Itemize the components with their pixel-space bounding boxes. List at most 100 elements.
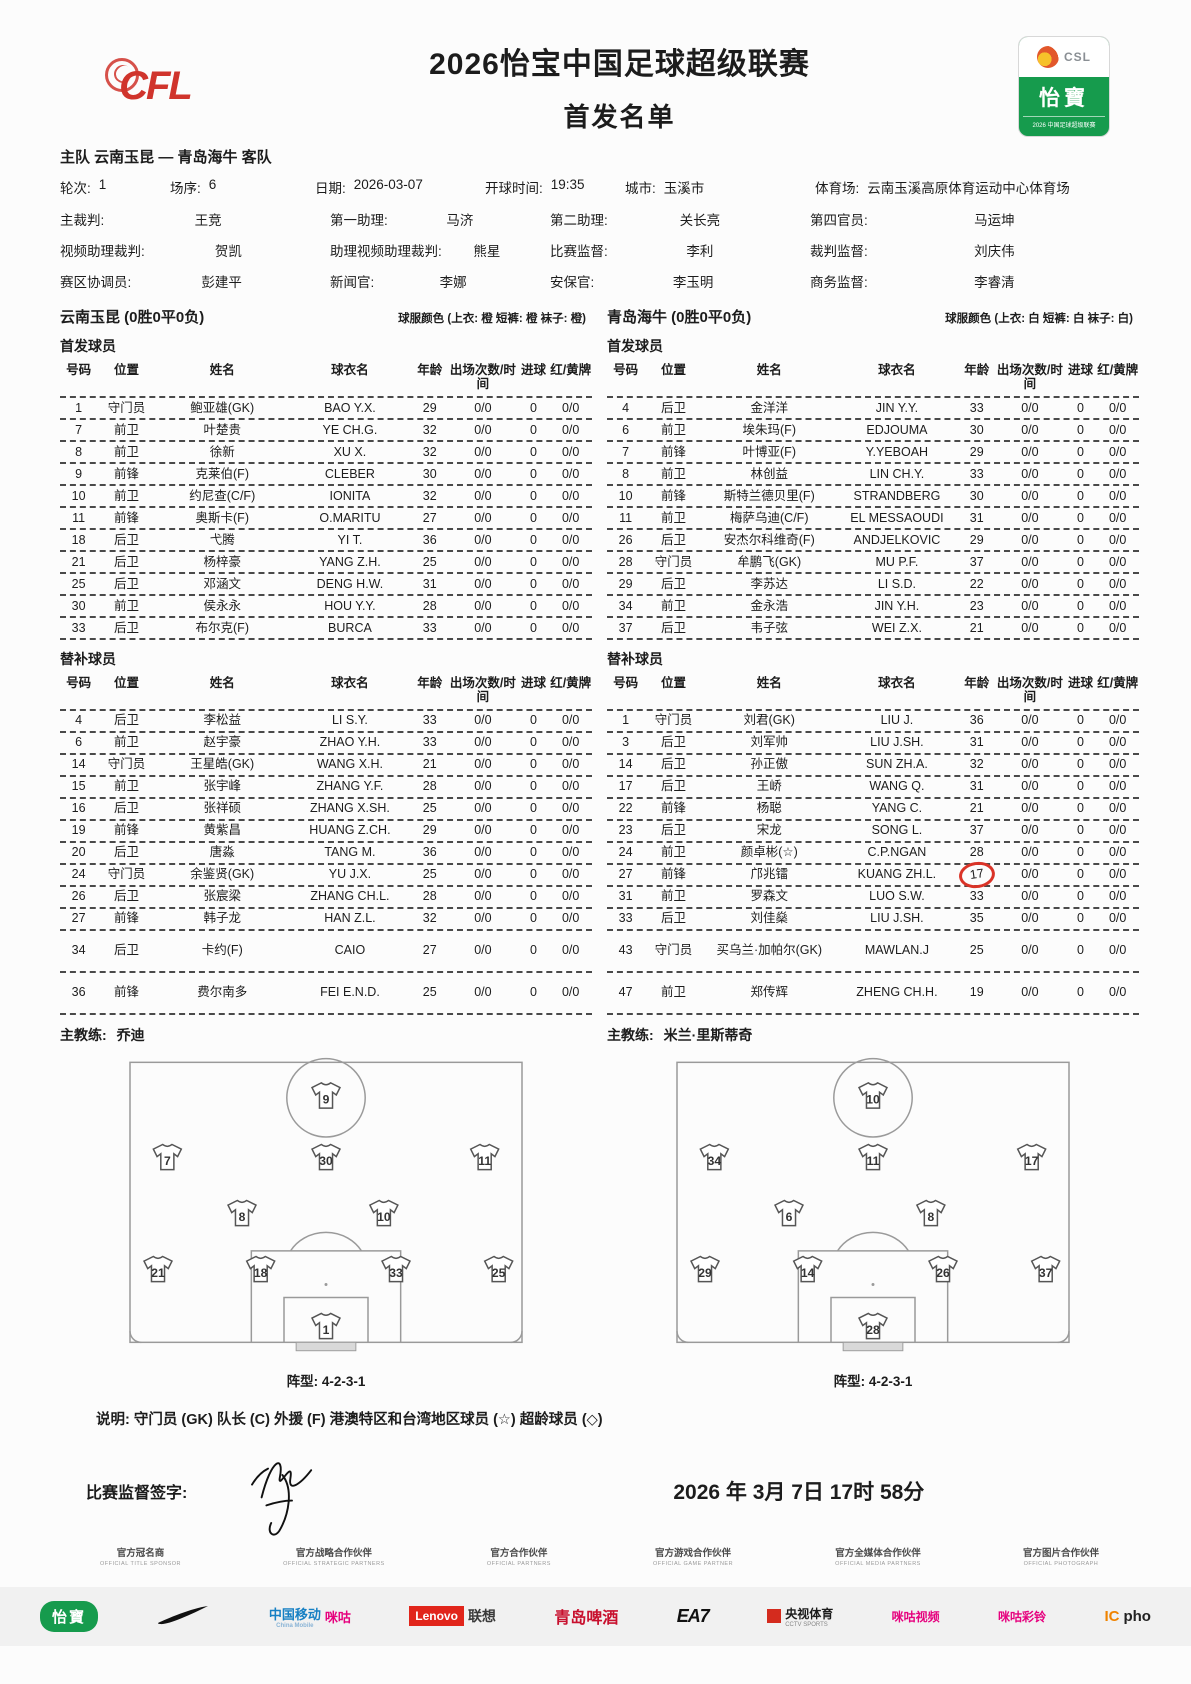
- cell-name: 颜卓彬(☆): [740, 845, 798, 860]
- cell-age: 28: [422, 598, 437, 613]
- info-pair: 安保官: 李玉明: [550, 271, 810, 291]
- info-value: 马济: [446, 213, 474, 228]
- cell-cards: 0/0: [1108, 867, 1127, 882]
- away-formation-label: 阵型: 4-2-3-1: [833, 1373, 913, 1389]
- cell-age: 32: [422, 444, 437, 459]
- svg-text:17: 17: [1025, 1154, 1039, 1168]
- cell-jersey: KUANG ZH.L.: [857, 867, 937, 882]
- cell-apps: 0/0: [474, 911, 492, 926]
- column-header: 红/黄牌: [1097, 363, 1139, 377]
- player-shirt-30: 30: [310, 1143, 342, 1170]
- cell-apps: 0/0: [1021, 911, 1039, 926]
- home-starters-label: 首发球员: [60, 338, 116, 354]
- cell-num: 8: [75, 444, 83, 459]
- cell-age: 32: [422, 422, 437, 437]
- info-value: 李娜: [439, 275, 467, 290]
- player-row: 31 前卫 罗森文 LUO S.W. 33 0/0 0 0/0: [607, 887, 1139, 909]
- cell-age: 25: [422, 554, 437, 569]
- cell-apps: 0/0: [474, 422, 492, 437]
- cell-goals: 0: [1076, 757, 1084, 772]
- player-row: 8 前卫 徐新 XU X. 32 0/0 0 0/0: [60, 442, 592, 464]
- player-row: 23 后卫 宋龙 SONG L. 37 0/0 0 0/0: [607, 821, 1139, 843]
- away-starters-table: 号码 位置 姓名 球衣名 年龄 出场次数/时间 进球 红/黄牌 4 后卫 金洋洋 JIN Y.Y. 3…: [607, 361, 1139, 640]
- cell-pos: 前锋: [113, 466, 139, 481]
- cell-age: 30: [969, 422, 984, 437]
- cell-name: 费尔南多: [197, 985, 248, 1000]
- info-label: 第二助理:: [550, 213, 608, 228]
- info-value: 19:35: [550, 177, 585, 192]
- cell-cards: 0/0: [1108, 554, 1127, 569]
- home-starters-table: 号码 位置 姓名 球衣名 年龄 出场次数/时间 进球 红/黄牌 1 守门员 鲍亚雄(GK) BAO …: [60, 361, 592, 640]
- cell-num: 1: [622, 713, 630, 728]
- cell-jersey: LIU J.SH.: [870, 735, 924, 750]
- cell-jersey: XU X.: [333, 444, 367, 459]
- away-subs-table: 号码 位置 姓名 球衣名 年龄 出场次数/时间 进球 红/黄牌 1 守门员 刘君(GK) LIU J…: [607, 674, 1139, 1015]
- cell-apps: 0/0: [474, 554, 492, 569]
- cell-age: 23: [969, 598, 984, 613]
- cell-age: 30: [969, 488, 984, 503]
- cell-goals: 0: [529, 823, 537, 838]
- info-label: 视频助理裁判:: [60, 244, 145, 259]
- info-value: 李利: [686, 244, 714, 259]
- cell-num: 36: [71, 985, 86, 1000]
- svg-text:26: 26: [936, 1266, 950, 1280]
- cell-cards: 0/0: [561, 466, 580, 481]
- info-value: 6: [208, 177, 217, 192]
- cell-apps: 0/0: [1021, 598, 1039, 613]
- cell-pos: 后卫: [660, 735, 686, 750]
- pho-text: pho: [1123, 1607, 1151, 1625]
- info-label: 裁判监督:: [810, 244, 868, 259]
- player-row: 21 后卫 杨梓豪 YANG Z.H. 25 0/0 0 0/0: [60, 552, 592, 574]
- player-row: 14 后卫 孙正傲 SUN ZH.A. 32 0/0 0 0/0: [607, 755, 1139, 777]
- cell-num: 11: [619, 510, 633, 525]
- info-label: 开球时间:: [485, 181, 543, 196]
- cell-age: 36: [422, 532, 437, 547]
- title-block: 2026怡宝中国足球超级联赛 首发名单: [250, 39, 989, 134]
- cell-cards: 0/0: [561, 943, 580, 958]
- supervisor-signature: [251, 1461, 313, 1535]
- player-row: 6 前卫 埃朱玛(F) EDJOUMA 30 0/0 0 0/0: [607, 420, 1139, 442]
- cell-cards: 0/0: [1108, 532, 1127, 547]
- info-value: 马运坤: [974, 213, 1015, 228]
- cell-num: 4: [622, 400, 630, 415]
- cell-apps: 0/0: [1021, 422, 1039, 437]
- cell-cards: 0/0: [561, 422, 580, 437]
- cell-goals: 0: [1076, 985, 1084, 1000]
- column-header: 年龄: [417, 363, 443, 377]
- player-row: 7 前卫 叶楚贵 YE CH.G. 32 0/0 0 0/0: [60, 420, 592, 442]
- cell-pos: 后卫: [660, 400, 686, 415]
- svg-text:6: 6: [786, 1210, 793, 1224]
- cell-name: 鲍亚雄(GK): [190, 400, 255, 415]
- info-label: 日期:: [315, 181, 346, 196]
- cell-pos: 前锋: [660, 488, 686, 503]
- cell-num: 1: [75, 400, 83, 415]
- cell-pos: 前卫: [113, 444, 139, 459]
- cell-goals: 0: [1076, 779, 1084, 794]
- cell-age: 36: [422, 845, 437, 860]
- cell-apps: 0/0: [474, 532, 492, 547]
- player-row: 16 后卫 张祥硕 ZHANG X.SH. 25 0/0 0 0/0: [60, 799, 592, 821]
- info-pair: 第四官员: 马运坤: [810, 209, 1139, 229]
- cell-name: 金洋洋: [750, 400, 788, 415]
- cell-num: 27: [618, 867, 633, 882]
- table-header: 号码 位置 姓名 球衣名 年龄 出场次数/时间 进球 红/黄牌: [60, 361, 592, 398]
- player-row: 36 前锋 费尔南多 FEI E.N.D. 25 0/0 0 0/0: [60, 973, 592, 1015]
- cell-jersey: LIN CH.Y.: [869, 466, 925, 481]
- ic-text: IC: [1104, 1607, 1120, 1625]
- cell-goals: 0: [529, 779, 537, 794]
- cell-pos: 守门员: [107, 867, 146, 882]
- cell-pos: 后卫: [660, 823, 686, 838]
- column-header: 位置: [660, 363, 686, 377]
- cell-pos: 前锋: [113, 911, 139, 926]
- svg-text:7: 7: [164, 1154, 171, 1168]
- column-header: 进球: [520, 675, 546, 690]
- tier-cn: 官方战略合作伙伴: [295, 1547, 372, 1559]
- away-formation-pitch: 10 34 11 17 6 8 29 14 26 37 28: [676, 1057, 1070, 1351]
- cell-cards: 0/0: [1108, 510, 1127, 525]
- cfl-logo: CFL: [60, 58, 250, 106]
- cell-age: 25: [422, 867, 437, 882]
- cell-cards: 0/0: [1108, 488, 1127, 503]
- column-header: 号码: [66, 675, 92, 690]
- info-value: 熊星: [473, 244, 501, 259]
- away-column: 青岛海牛 (0胜0平0负) 球服颜色 (上衣: 白 短裤: 白 袜子: 白) 首…: [607, 302, 1139, 1390]
